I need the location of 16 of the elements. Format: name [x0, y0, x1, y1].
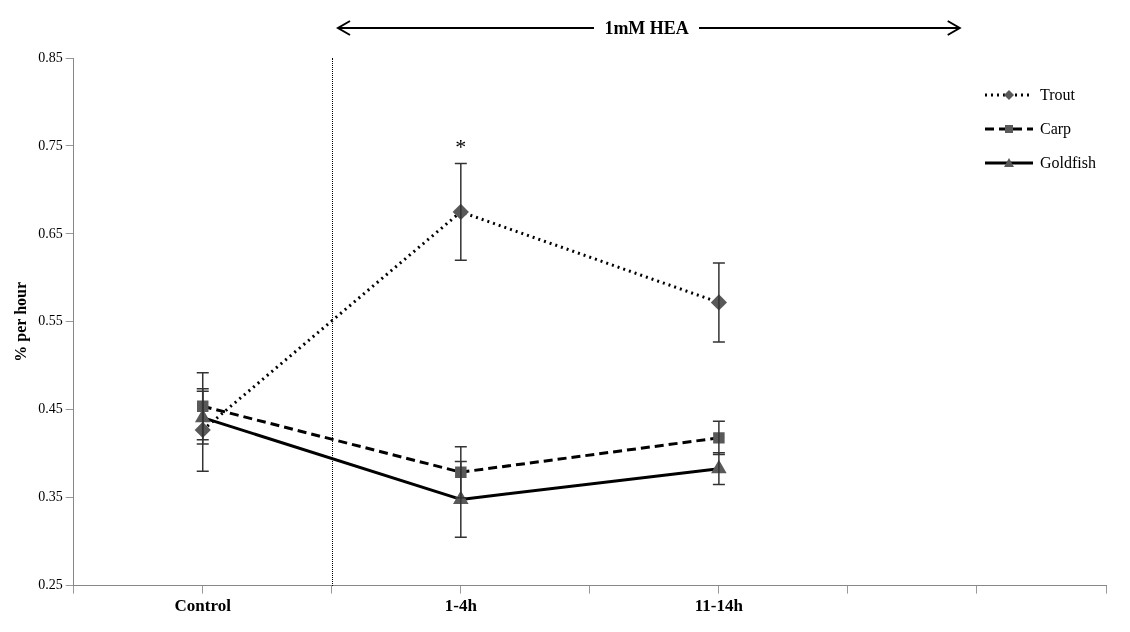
x-tick-label: 11-14h: [694, 596, 744, 616]
text: 1mM HEA: [594, 18, 699, 38]
y-tick-label: 0.45: [38, 401, 63, 417]
legend-label: Goldfish: [1040, 154, 1096, 172]
y-tick-label: 0.65: [38, 225, 63, 241]
y-tick-label: 0.55: [38, 313, 63, 329]
annotation: *: [454, 133, 468, 160]
x-tick-label: Control: [174, 596, 232, 616]
y-axis-title: % per hour: [11, 281, 30, 362]
y-tick-label: 0.85: [38, 49, 63, 65]
y-tick-label: 0.75: [38, 137, 63, 153]
legend-label: Trout: [1040, 86, 1075, 104]
x-tick-label: 1-4h: [444, 596, 478, 616]
y-tick-label: 0.35: [38, 489, 63, 505]
legend-label: Carp: [1040, 120, 1072, 138]
y-tick-label: 0.25: [38, 577, 63, 593]
